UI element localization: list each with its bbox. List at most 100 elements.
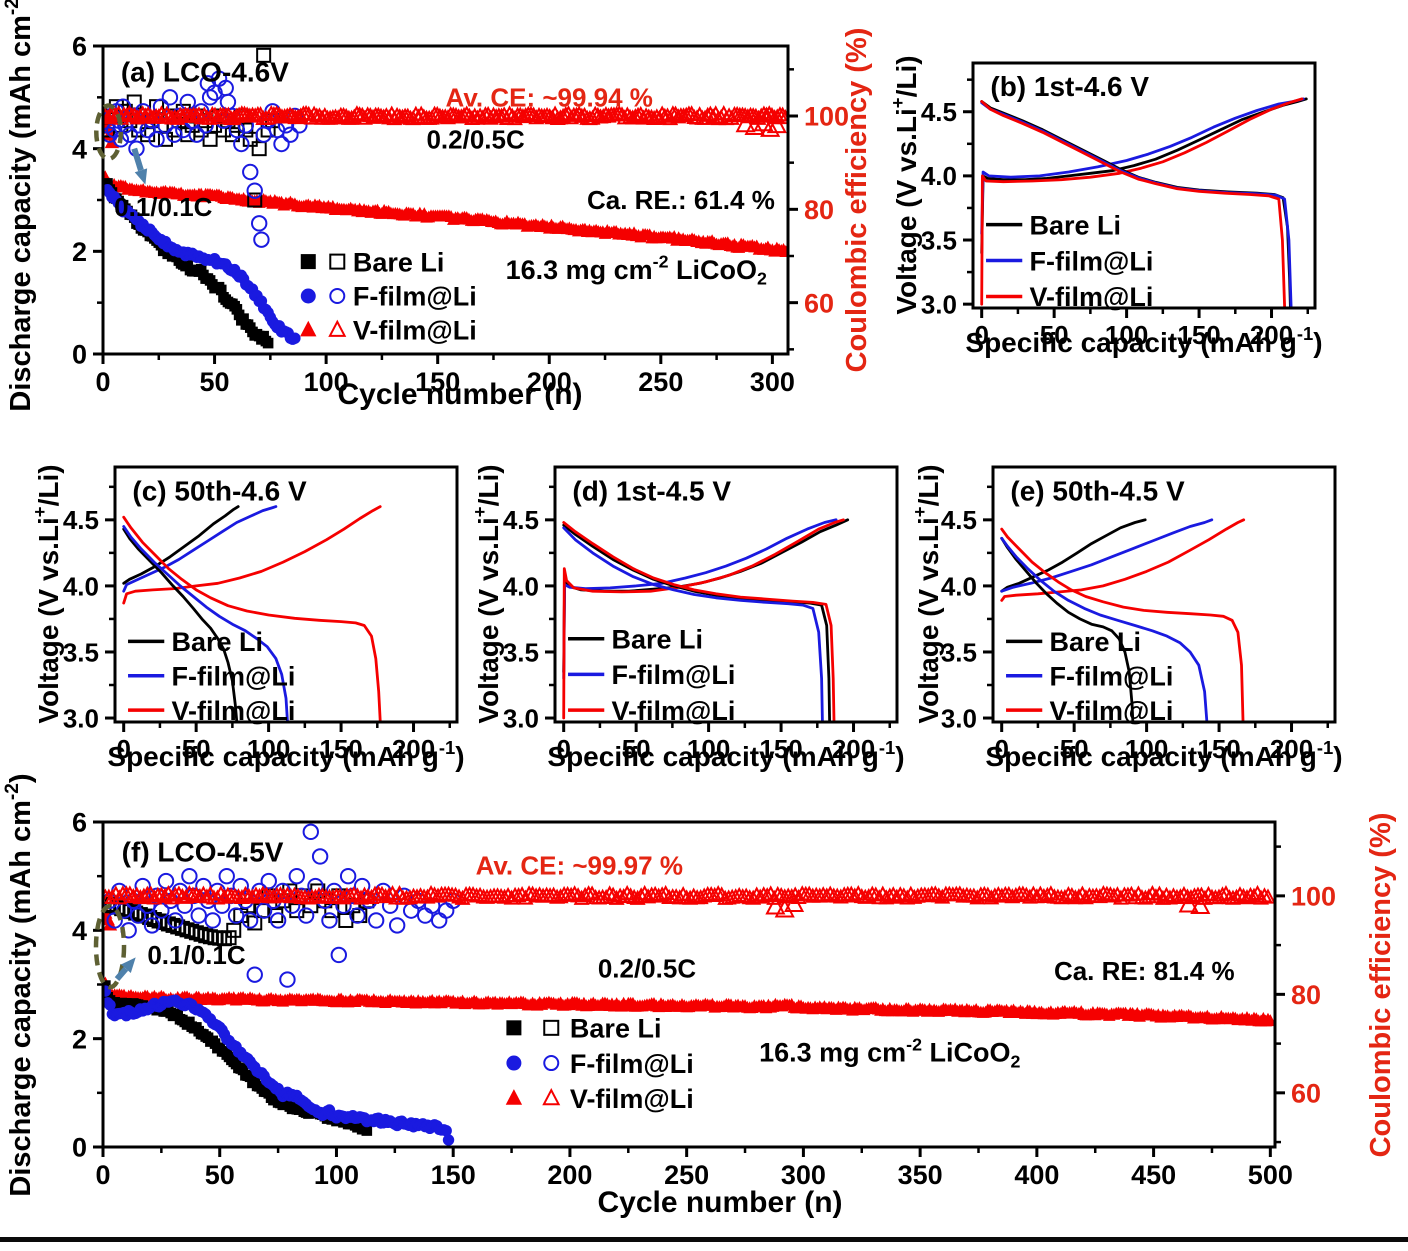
svg-text:Specific capacity (mAh g-1): Specific capacity (mAh g-1) bbox=[547, 737, 904, 772]
a-arrow bbox=[131, 147, 148, 185]
svg-text:80: 80 bbox=[804, 195, 834, 225]
svg-text:Discharge capacity (mAh cm-2): Discharge capacity (mAh cm-2) bbox=[2, 773, 37, 1196]
series-e-vfilm-charge bbox=[1000, 518, 1246, 602]
series-d-ffilm-discharge bbox=[562, 526, 824, 723]
svg-text:200: 200 bbox=[527, 367, 572, 397]
svg-text:250: 250 bbox=[664, 1160, 709, 1190]
series-e-ffilm-discharge bbox=[1000, 536, 1209, 723]
series-e-bare-charge bbox=[1000, 518, 1147, 593]
bottom-border bbox=[0, 1237, 1408, 1242]
panel-e-title: (e) 50th-4.5 V bbox=[1010, 476, 1185, 507]
series-e-ffilm-charge bbox=[1000, 518, 1214, 593]
a-rate-2: 0.2/0.5C bbox=[426, 125, 525, 155]
svg-text:3.5: 3.5 bbox=[941, 637, 977, 667]
svg-text:6: 6 bbox=[72, 32, 87, 62]
svg-text:200: 200 bbox=[1250, 320, 1293, 350]
annotations-f: (f) LCO-4.5V Av. CE: ~99.97 % 0.1/0.1C 0.2/… bbox=[93, 837, 1235, 1114]
svg-text:F-film@Li: F-film@Li bbox=[570, 1049, 694, 1079]
svg-text:3.0: 3.0 bbox=[63, 703, 99, 733]
plot-frame-d bbox=[553, 465, 899, 724]
c-legend: Bare Li F-film@Li V-film@Li bbox=[128, 627, 295, 726]
series-layer-b bbox=[980, 97, 1308, 309]
svg-text:100: 100 bbox=[304, 367, 349, 397]
a-loading: 16.3 mg cm-2 LiCoO2 bbox=[506, 251, 767, 288]
svg-text:4.0: 4.0 bbox=[63, 571, 99, 601]
svg-text:150: 150 bbox=[1177, 320, 1220, 350]
series-a-ffilm-capacity bbox=[102, 184, 301, 345]
svg-text:400: 400 bbox=[1014, 1160, 1059, 1190]
f-rate-2: 0.2/0.5C bbox=[598, 953, 697, 983]
svg-text:V-film@Li: V-film@Li bbox=[612, 696, 736, 726]
svg-text:60: 60 bbox=[1291, 1079, 1321, 1109]
svg-text:F-film@Li: F-film@Li bbox=[172, 661, 296, 691]
annotations-c: (c) 50th-4.6 V Bare Li F-film@Li V-film@Li bbox=[128, 476, 307, 726]
panel-f-lco-4.5v: 0 50 100 150 200 250 300 350 400 450 500 0 2 4 6 60 80 10… bbox=[2, 773, 1397, 1219]
series-e-bare-discharge bbox=[1000, 536, 1135, 723]
svg-text:150: 150 bbox=[1197, 734, 1240, 764]
svg-text:Cycle number (n): Cycle number (n) bbox=[597, 1186, 842, 1219]
f-ca-re: Ca. RE: 81.4 % bbox=[1054, 956, 1235, 986]
f-loading: 16.3 mg cm-2 LiCoO2 bbox=[759, 1034, 1020, 1071]
svg-text:Specific capacity (mAh g-1): Specific capacity (mAh g-1) bbox=[965, 323, 1322, 358]
series-a-vfilm-ce-tail bbox=[735, 112, 787, 137]
svg-text:2: 2 bbox=[72, 237, 87, 267]
plot-frame-c bbox=[113, 465, 459, 724]
svg-text:50: 50 bbox=[622, 734, 651, 764]
series-c-ffilm-charge bbox=[122, 505, 278, 593]
f-av-ce: Av. CE: ~99.97 % bbox=[476, 850, 683, 880]
f-rate-1: 0.1/0.1C bbox=[147, 940, 246, 970]
panel-f-title: (f) LCO-4.5V bbox=[122, 837, 284, 868]
panel-d-title: (d) 1st-4.5 V bbox=[572, 476, 731, 507]
svg-text:50: 50 bbox=[182, 734, 211, 764]
svg-text:Bare Li: Bare Li bbox=[353, 247, 445, 277]
svg-text:4.0: 4.0 bbox=[921, 161, 957, 191]
svg-text:4: 4 bbox=[72, 134, 87, 164]
f-legend: Bare Li F-film@Li V-film@Li bbox=[505, 1014, 694, 1114]
svg-text:V-film@Li: V-film@Li bbox=[1050, 696, 1174, 726]
f-formation-ellipse bbox=[93, 903, 127, 990]
svg-text:0: 0 bbox=[95, 367, 110, 397]
svg-text:0: 0 bbox=[556, 734, 570, 764]
svg-text:Cycle number (n): Cycle number (n) bbox=[337, 378, 582, 411]
series-layer-a bbox=[102, 47, 789, 349]
axes-c: 0 50 100 150 200 3.0 3.5 4.0 4.5 Specific capacit… bbox=[29, 464, 464, 772]
series-d-vfilm-discharge bbox=[562, 521, 836, 723]
svg-text:3.0: 3.0 bbox=[503, 703, 539, 733]
series-layer-d bbox=[562, 518, 850, 723]
a-av-ce: Av. CE: ~99.94 % bbox=[446, 82, 653, 112]
annotations-b: (b) 1st-4.6 V Bare Li F-film@Li V-film@Li bbox=[986, 71, 1153, 312]
svg-text:300: 300 bbox=[781, 1160, 826, 1190]
svg-text:Voltage (V vs.Li+/Li): Voltage (V vs.Li+/Li) bbox=[887, 55, 922, 314]
svg-text:Specific capacity (mAh g-1): Specific capacity (mAh g-1) bbox=[985, 737, 1342, 772]
series-c-bare-discharge bbox=[122, 527, 239, 723]
svg-text:200: 200 bbox=[1270, 734, 1313, 764]
svg-text:Voltage (V vs.Li+/Li): Voltage (V vs.Li+/Li) bbox=[469, 464, 504, 723]
svg-text:150: 150 bbox=[415, 367, 460, 397]
series-a-ffilm-ce bbox=[102, 70, 308, 248]
a-formation-ellipse bbox=[94, 103, 124, 162]
series-c-vfilm-charge bbox=[122, 505, 382, 605]
panel-c-50th-4.6v: 0 50 100 150 200 3.0 3.5 4.0 4.5 Specific capacit… bbox=[29, 464, 464, 772]
series-f-ffilm-capacity bbox=[102, 985, 455, 1146]
svg-text:F-film@Li: F-film@Li bbox=[1030, 246, 1154, 276]
b-legend: Bare Li F-film@Li V-film@Li bbox=[986, 210, 1153, 312]
series-layer-e bbox=[1000, 518, 1246, 723]
svg-text:60: 60 bbox=[804, 288, 834, 318]
series-f-vfilm-ce-tail bbox=[765, 892, 1211, 918]
svg-text:4.0: 4.0 bbox=[503, 571, 539, 601]
axes-e: 0 50 100 150 200 3.0 3.5 4.0 4.5 Specific capacit… bbox=[909, 464, 1342, 772]
d-legend: Bare Li F-film@Li V-film@Li bbox=[568, 624, 736, 726]
svg-text:4.5: 4.5 bbox=[63, 505, 99, 535]
svg-text:100: 100 bbox=[1125, 734, 1168, 764]
svg-text:3.5: 3.5 bbox=[503, 637, 539, 667]
svg-text:V-film@Li: V-film@Li bbox=[172, 696, 296, 726]
svg-text:4.0: 4.0 bbox=[941, 571, 977, 601]
annotations-d: (d) 1st-4.5 V Bare Li F-film@Li V-film@Li bbox=[568, 476, 735, 726]
svg-text:Coulombic efficiency (%): Coulombic efficiency (%) bbox=[841, 28, 873, 373]
svg-text:F-film@Li: F-film@Li bbox=[612, 660, 736, 690]
svg-text:V-film@Li: V-film@Li bbox=[1030, 282, 1154, 312]
svg-text:0: 0 bbox=[974, 320, 988, 350]
svg-text:4: 4 bbox=[72, 916, 87, 946]
